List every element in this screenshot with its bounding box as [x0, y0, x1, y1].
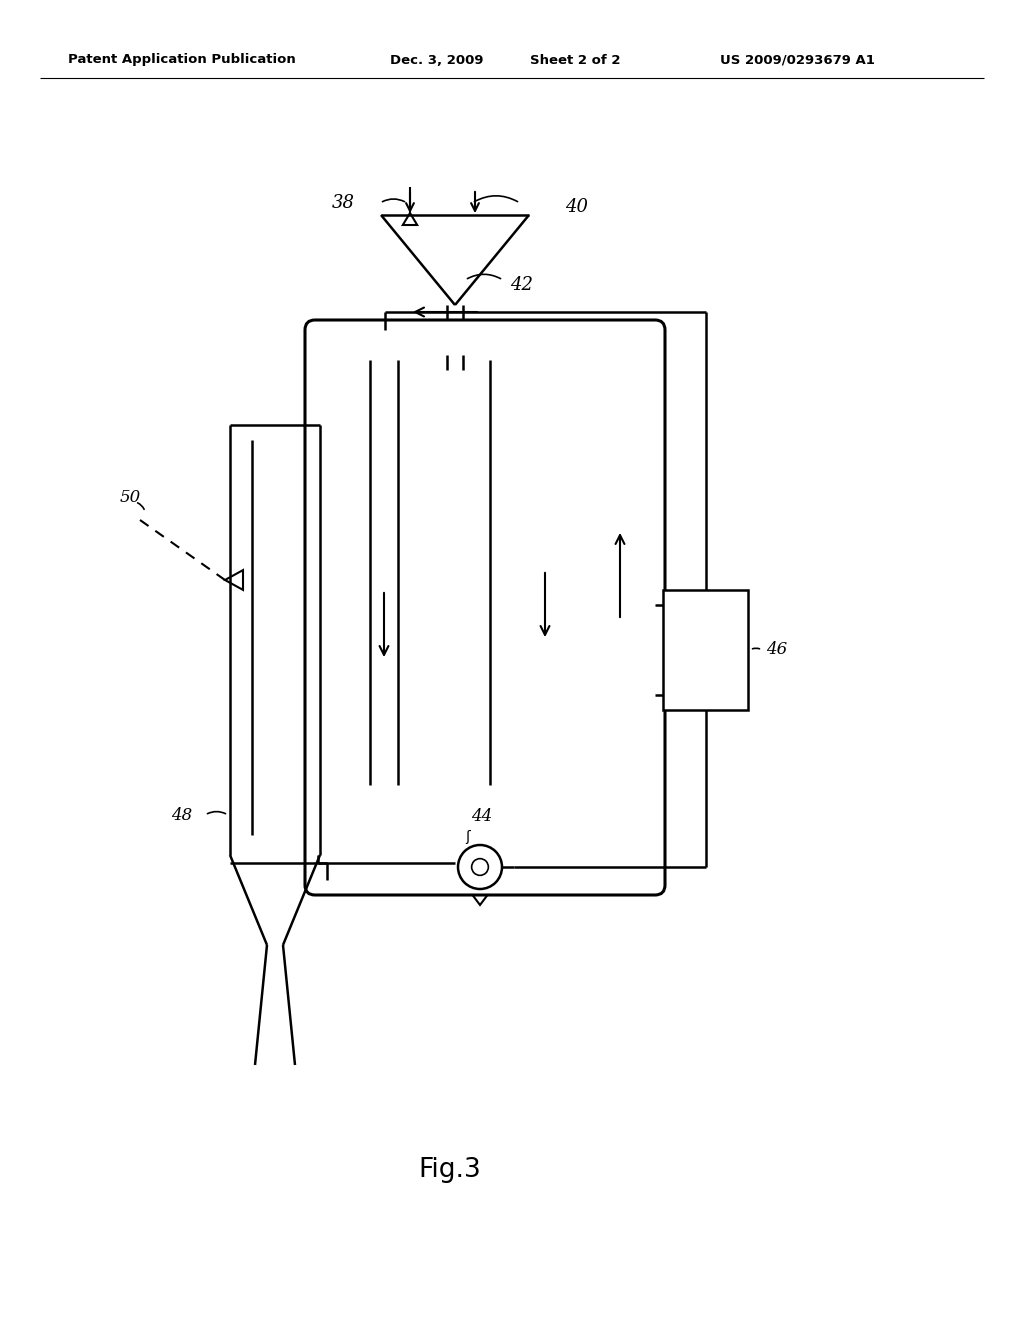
Text: Sheet 2 of 2: Sheet 2 of 2	[530, 54, 621, 66]
Text: 44: 44	[471, 808, 493, 825]
Text: 46: 46	[766, 642, 787, 659]
Text: ʃ: ʃ	[466, 830, 470, 843]
FancyBboxPatch shape	[305, 319, 665, 895]
Text: 40: 40	[565, 198, 588, 216]
Text: US 2009/0293679 A1: US 2009/0293679 A1	[720, 54, 874, 66]
Text: Dec. 3, 2009: Dec. 3, 2009	[390, 54, 483, 66]
Text: 50: 50	[120, 490, 140, 507]
Text: 42: 42	[510, 276, 534, 294]
Text: Fig.3: Fig.3	[419, 1158, 481, 1183]
Text: 38: 38	[332, 194, 355, 213]
Text: 48: 48	[171, 807, 193, 824]
Bar	[663, 590, 748, 710]
Text: Patent Application Publication: Patent Application Publication	[68, 54, 296, 66]
